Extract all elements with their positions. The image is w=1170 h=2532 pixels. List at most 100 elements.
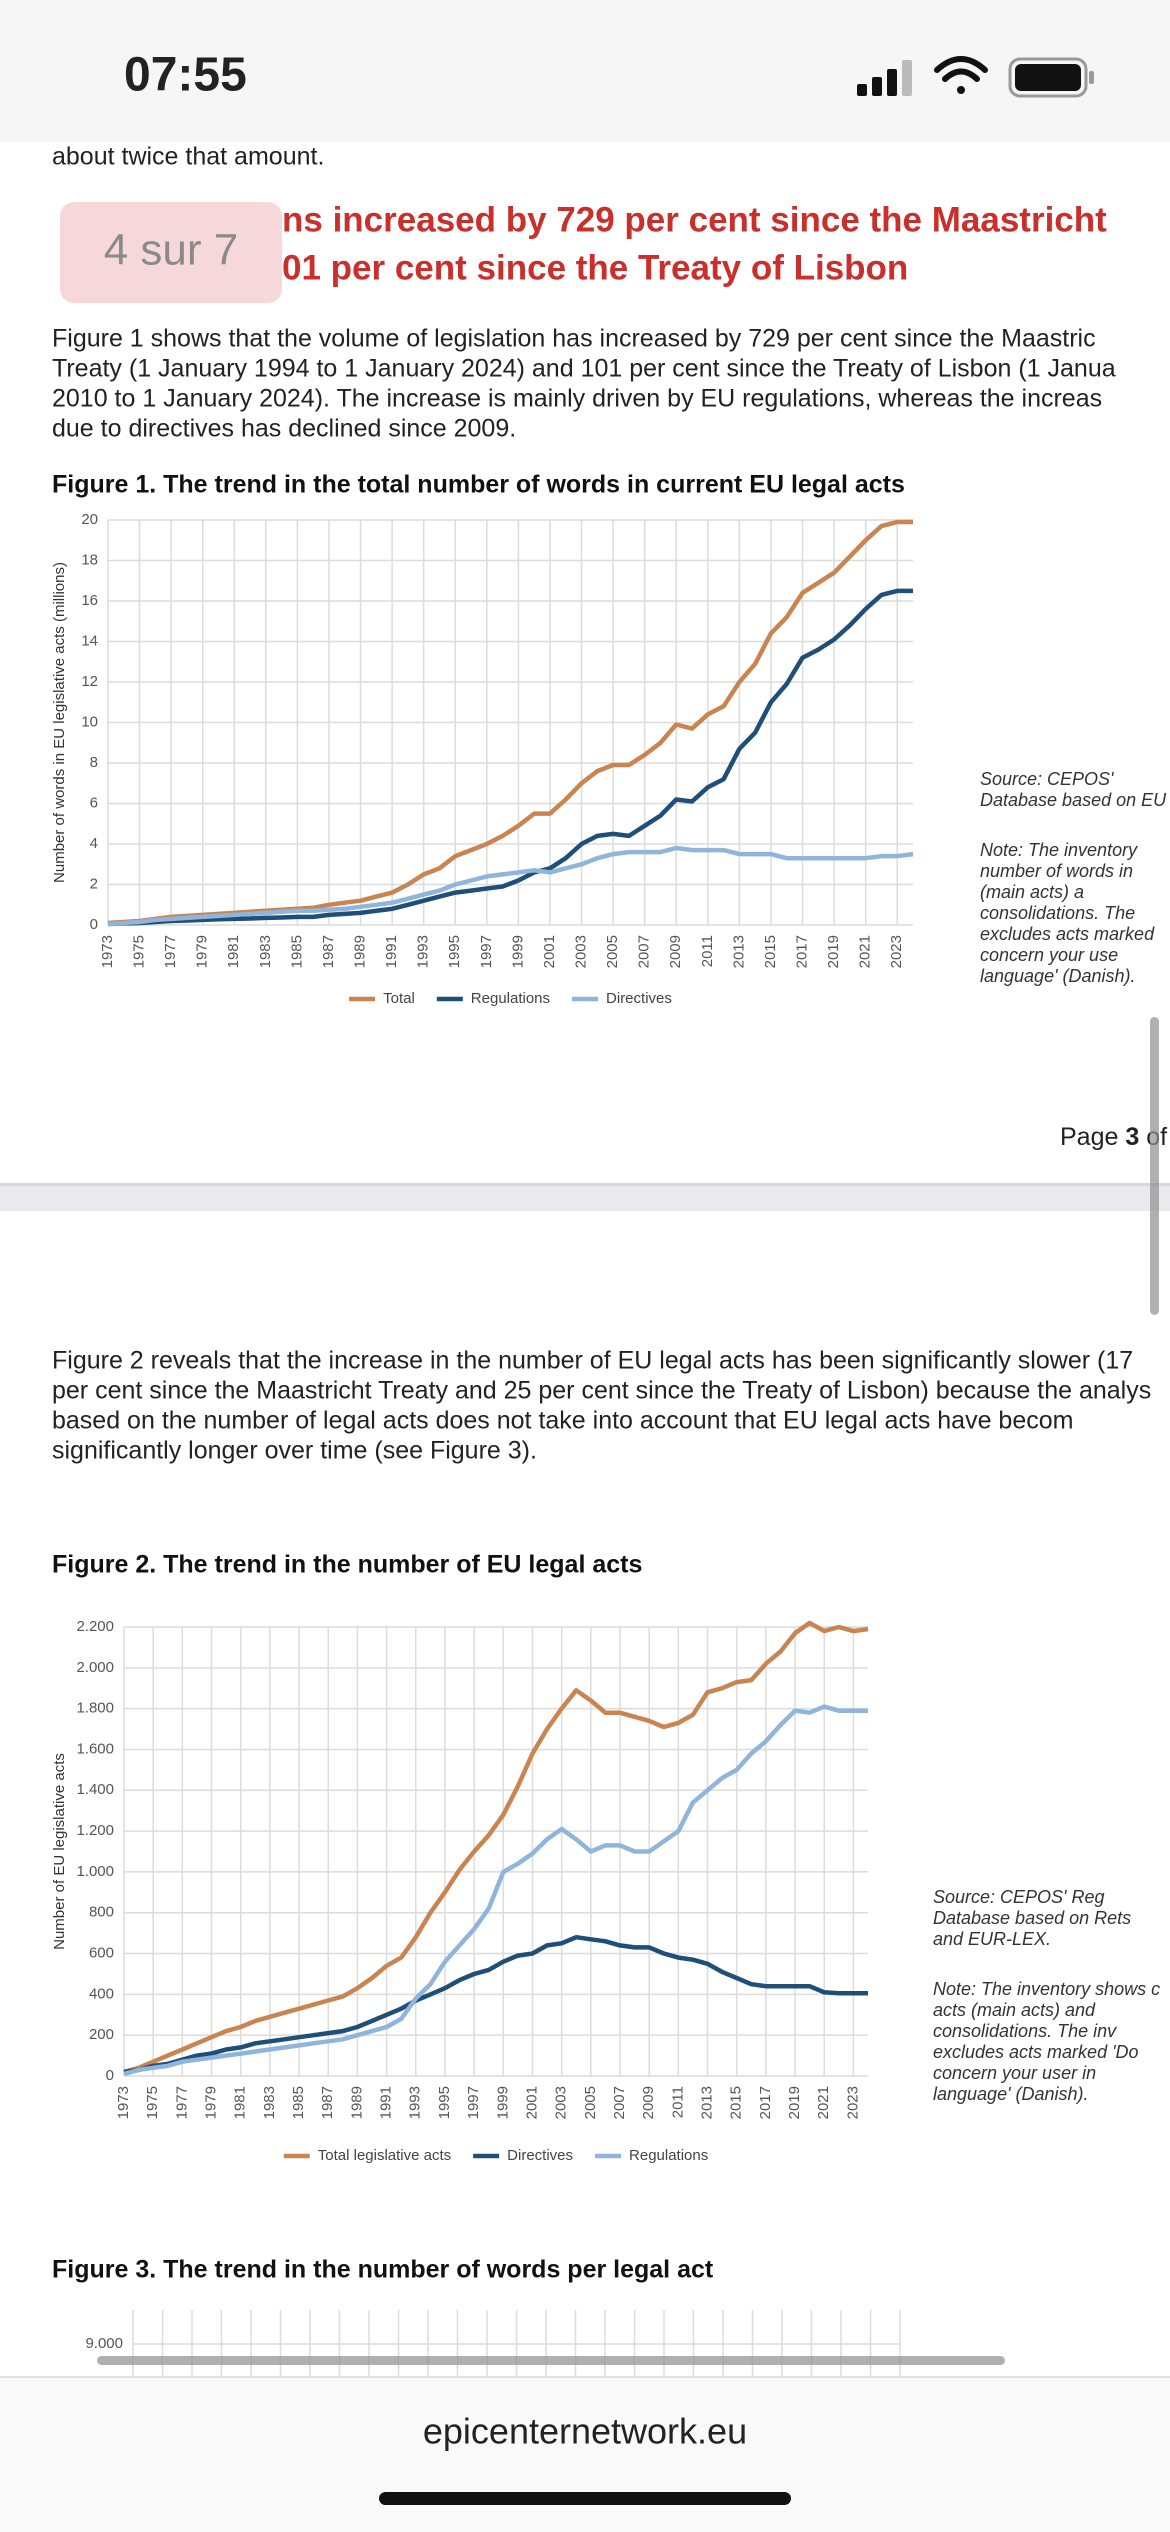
y-tick-label: 2.000 — [76, 1659, 114, 1676]
page-indicator-badge — [60, 202, 282, 303]
paragraph-line: Figure 2 reveals that the increase in th… — [52, 1347, 1133, 1375]
page-gap-edge — [0, 1183, 1170, 1186]
y-tick-label: 0 — [106, 2067, 114, 2084]
chart-title: Figure 3. The trend in the number of wor… — [52, 2256, 714, 2284]
y-tick-label: 6 — [90, 794, 98, 811]
x-tick-label: 2009 — [640, 2086, 657, 2119]
note-line: Note: The inventory shows c — [933, 1979, 1160, 1999]
x-tick-label: 1975 — [131, 935, 148, 968]
note-line: number of words in — [980, 861, 1133, 881]
y-tick-label: 14 — [81, 632, 98, 649]
x-tick-label: 2009 — [667, 935, 684, 968]
x-tick-label: 1979 — [202, 2086, 219, 2119]
chart: Figure 1. The trend in the total number … — [51, 471, 914, 1007]
intro-line: about twice that amount. — [52, 143, 324, 171]
page-indicator: 4 sur 7 — [104, 226, 239, 275]
x-tick-label: 2017 — [793, 935, 810, 968]
chart-title: Figure 1. The trend in the total number … — [52, 471, 905, 499]
x-tick-label: 2007 — [611, 2086, 628, 2119]
y-tick-label: 8 — [90, 754, 98, 771]
note-line: concern your use — [980, 945, 1118, 965]
signal-icon — [857, 60, 912, 96]
legend-label: Total — [383, 990, 415, 1007]
paragraph-line: per cent since the Maastricht Treaty and… — [52, 1377, 1151, 1405]
charts: Figure 1. The trend in the total number … — [51, 471, 914, 2376]
note-line: consolidations. The — [980, 903, 1135, 923]
x-tick-label: 2005 — [582, 2086, 599, 2119]
x-tick-label: 1989 — [352, 935, 369, 968]
x-tick-label: 2019 — [786, 2086, 803, 2119]
wifi-icon — [934, 56, 988, 94]
series-line — [123, 1934, 868, 2075]
x-tick-label: 1993 — [407, 2086, 424, 2119]
note-line: language' (Danish). — [980, 966, 1136, 986]
x-tick-label: 1981 — [225, 935, 242, 968]
status-time: 07:55 — [124, 49, 247, 102]
x-tick-label: 1981 — [232, 2086, 249, 2119]
y-axis-label: Number of EU legislative acts — [51, 1753, 68, 1950]
x-tick-label: 1999 — [509, 935, 526, 968]
x-tick-label: 1979 — [194, 935, 211, 968]
y-tick-label: 2.200 — [76, 1618, 114, 1635]
paragraph-line: 2010 to 1 January 2024). The increase is… — [52, 385, 1102, 413]
section-heading: 01 per cent since the Treaty of Lisbon — [282, 248, 908, 287]
y-tick-label: 0 — [90, 916, 98, 933]
x-tick-label: 2001 — [541, 935, 558, 968]
x-tick-label: 2017 — [757, 2086, 774, 2119]
page-gap — [0, 1183, 1170, 1211]
legend-label: Directives — [507, 2147, 573, 2164]
x-tick-label: 2007 — [636, 935, 653, 968]
source-line: Database based on EU — [980, 790, 1167, 810]
legend-label: Regulations — [471, 990, 550, 1007]
x-tick-label: 1997 — [465, 2086, 482, 2119]
x-tick-label: 2001 — [523, 2086, 540, 2119]
y-tick-label: 10 — [81, 713, 98, 730]
url-field[interactable]: epicenternetwork.eu — [423, 2411, 747, 2452]
legend: Total legislative acts Directives Regulati… — [283, 2147, 708, 2164]
x-tick-label: 2021 — [857, 935, 874, 968]
x-tick-label: 1993 — [415, 935, 432, 968]
y-tick-label: 2 — [90, 875, 98, 892]
y-tick-label: 400 — [89, 1985, 114, 2002]
series-line — [107, 588, 913, 927]
x-tick-label: 1983 — [261, 2086, 278, 2119]
series-line — [123, 1620, 869, 2075]
note-line: excludes acts marked — [980, 924, 1155, 944]
paragraph: Figure 2 reveals that the increase in th… — [52, 1347, 1151, 1465]
x-tick-label: 1977 — [173, 2086, 190, 2119]
x-tick-label: 1991 — [378, 2086, 395, 2119]
source-line: Source: CEPOS' Reg — [933, 1887, 1105, 1907]
x-tick-label: 1983 — [257, 935, 274, 968]
y-tick-label: 12 — [81, 673, 98, 690]
legend-label: Regulations — [629, 2147, 708, 2164]
x-tick-label: 2023 — [844, 2086, 861, 2119]
x-tick-label: 2003 — [553, 2086, 570, 2119]
vertical-scrollbar[interactable] — [1150, 1017, 1159, 1315]
paragraph: Figure 1 shows that the volume of legisl… — [52, 325, 1116, 443]
y-tick-label: 1.000 — [76, 1863, 114, 1880]
note-line: acts (main acts) and — [933, 2000, 1096, 2020]
x-tick-label: 1977 — [162, 935, 179, 968]
x-tick-label: 1991 — [383, 935, 400, 968]
x-tick-label: 2021 — [815, 2086, 832, 2119]
y-tick-label: 1.400 — [76, 1781, 114, 1798]
y-tick-label: 200 — [89, 2026, 114, 2043]
note-line: consolidations. The inv — [933, 2021, 1117, 2041]
home-indicator[interactable] — [379, 2492, 791, 2505]
note-line: Note: The inventory — [980, 840, 1138, 860]
paragraph-line: due to directives has declined since 200… — [52, 415, 516, 443]
horizontal-scrollbar[interactable] — [97, 2356, 1005, 2365]
x-tick-label: 1987 — [319, 2086, 336, 2119]
series-line — [123, 1704, 868, 2077]
x-tick-label: 1975 — [144, 2086, 161, 2119]
paragraph-line: Figure 1 shows that the volume of legisl… — [52, 325, 1096, 353]
section-heading: ns increased by 729 per cent since the M… — [282, 200, 1107, 239]
battery-icon — [1008, 57, 1094, 98]
note-line: concern your user in — [933, 2063, 1096, 2083]
y-tick-label: 18 — [81, 551, 98, 568]
x-tick-label: 2013 — [730, 935, 747, 968]
x-tick-label: 1999 — [494, 2086, 511, 2119]
x-tick-label: 2019 — [825, 935, 842, 968]
chart: Figure 2. The trend in the number of EU … — [51, 1551, 869, 2164]
